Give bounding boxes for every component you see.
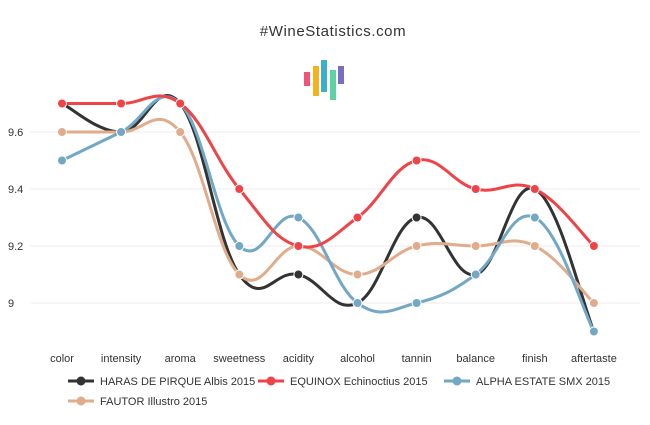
data-point-alpha-estate[interactable] (57, 155, 67, 166)
y-tick-label: 9.2 (8, 241, 23, 253)
series-equinox (57, 94, 599, 251)
grid (30, 131, 640, 304)
data-point-equinox[interactable] (234, 184, 245, 194)
x-tick-label: finish (522, 353, 548, 365)
data-point-alpha-estate[interactable] (470, 269, 481, 280)
y-tick-label: 9 (8, 298, 14, 310)
data-point-equinox[interactable] (57, 98, 67, 109)
legend-swatch-dot (266, 376, 276, 386)
data-point-equinox[interactable] (175, 98, 186, 109)
x-tick-label: balance (456, 353, 495, 365)
x-tick-label: alcohol (340, 353, 375, 365)
data-point-fautor[interactable] (588, 298, 599, 308)
data-point-equinox[interactable] (529, 184, 540, 194)
logo-bar (321, 60, 327, 92)
legend-item-equinox[interactable]: EQUINOX Echinoctius 2015 (258, 376, 428, 388)
legend-item-haras-de-pirque[interactable]: HARAS DE PIRQUE Albis 2015 (68, 376, 255, 388)
legend-item-alpha-estate[interactable]: ALPHA ESTATE SMX 2015 (444, 376, 610, 388)
data-point-fautor[interactable] (352, 269, 363, 280)
series-line-fautor (60, 117, 596, 305)
data-point-equinox[interactable] (470, 184, 481, 194)
legend-label: ALPHA ESTATE SMX 2015 (476, 376, 610, 388)
data-point-equinox[interactable] (411, 155, 422, 166)
legend-label: HARAS DE PIRQUE Albis 2015 (100, 376, 255, 388)
x-axis: color intensity aroma sweetness acidity alcoh… (50, 353, 617, 365)
logo-bar (313, 66, 319, 96)
data-point-fautor[interactable] (234, 269, 245, 280)
data-point-fautor[interactable] (175, 127, 186, 137)
legend-label: EQUINOX Echinoctius 2015 (290, 376, 428, 388)
data-point-alpha-estate[interactable] (234, 241, 245, 251)
data-point-haras-de-pirque[interactable] (411, 212, 422, 223)
wine-statistics-logo-icon (304, 60, 344, 100)
x-tick-label: intensity (101, 353, 142, 365)
series-line-alpha-estate (60, 95, 596, 333)
series (57, 94, 599, 337)
data-point-equinox[interactable] (116, 98, 127, 109)
x-tick-label: aroma (165, 353, 197, 365)
series-fautor (57, 117, 599, 308)
y-axis: 9 9.2 9.4 9.6 (8, 127, 23, 310)
data-point-fautor[interactable] (57, 127, 67, 137)
data-point-alpha-estate[interactable] (411, 298, 422, 308)
legend-item-fautor[interactable]: FAUTOR Illustro 2015 (68, 396, 207, 408)
logo-bar (330, 70, 336, 100)
legend[interactable]: HARAS DE PIRQUE Albis 2015 EQUINOX Echino… (68, 376, 610, 408)
data-point-equinox[interactable] (588, 241, 599, 251)
data-point-alpha-estate[interactable] (116, 127, 127, 137)
data-point-equinox[interactable] (352, 212, 363, 223)
logo-bar (304, 72, 310, 86)
y-tick-label: 9.6 (8, 127, 23, 139)
logo-bar (338, 66, 344, 84)
x-tick-label: sweetness (213, 353, 265, 365)
legend-swatch-dot (452, 376, 462, 386)
x-tick-label: tannin (402, 353, 432, 365)
series-line-haras-de-pirque (60, 94, 596, 333)
x-tick-label: color (50, 353, 74, 365)
data-point-haras-de-pirque[interactable] (293, 269, 304, 280)
series-line-equinox (60, 94, 596, 249)
x-tick-label: aftertaste (571, 353, 617, 365)
data-point-alpha-estate[interactable] (529, 212, 540, 223)
data-point-equinox[interactable] (293, 241, 304, 251)
chart-title: #WineStatistics.com (260, 23, 406, 40)
data-point-fautor[interactable] (411, 241, 422, 251)
data-point-fautor[interactable] (529, 241, 540, 251)
legend-label: FAUTOR Illustro 2015 (100, 396, 207, 408)
data-point-alpha-estate[interactable] (352, 298, 363, 308)
legend-swatch-dot (76, 376, 86, 386)
data-point-alpha-estate[interactable] (588, 326, 599, 337)
data-point-fautor[interactable] (470, 241, 481, 251)
legend-swatch-dot (76, 396, 86, 406)
data-point-alpha-estate[interactable] (293, 212, 304, 223)
x-tick-label: acidity (283, 353, 315, 365)
y-tick-label: 9.4 (8, 184, 23, 196)
